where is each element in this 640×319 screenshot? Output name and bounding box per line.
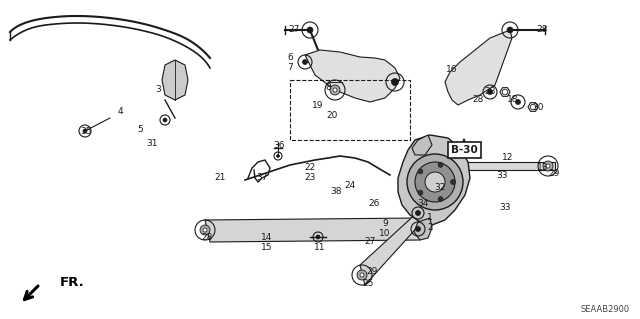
Circle shape — [488, 90, 493, 94]
Text: 25: 25 — [362, 279, 374, 288]
Text: 38: 38 — [330, 187, 342, 196]
Text: 13: 13 — [537, 164, 548, 173]
Circle shape — [307, 27, 313, 33]
Circle shape — [407, 154, 463, 210]
Text: 28: 28 — [536, 26, 548, 34]
Text: 4: 4 — [117, 108, 123, 116]
Text: 18: 18 — [508, 95, 519, 105]
Text: 23: 23 — [304, 174, 316, 182]
Text: 15: 15 — [261, 242, 273, 251]
Circle shape — [451, 164, 456, 168]
Text: 3: 3 — [155, 85, 161, 93]
Text: 29: 29 — [548, 169, 560, 179]
Polygon shape — [528, 103, 538, 111]
Polygon shape — [205, 218, 420, 242]
Circle shape — [276, 154, 280, 158]
Circle shape — [415, 226, 420, 232]
Polygon shape — [412, 135, 432, 155]
Text: B-30: B-30 — [451, 145, 477, 155]
Text: 34: 34 — [417, 199, 429, 209]
Text: 22: 22 — [305, 164, 316, 173]
Circle shape — [438, 162, 443, 167]
Text: 27: 27 — [288, 26, 300, 34]
Bar — [290, 80, 410, 140]
Text: 29: 29 — [366, 268, 378, 277]
Text: 6: 6 — [287, 53, 293, 62]
Text: FR.: FR. — [60, 277, 84, 290]
Polygon shape — [305, 50, 400, 102]
Text: 20: 20 — [326, 110, 338, 120]
Text: SEAAB2900: SEAAB2900 — [580, 306, 630, 315]
Text: 14: 14 — [261, 233, 273, 241]
Text: 33: 33 — [499, 203, 511, 211]
Circle shape — [425, 172, 445, 192]
Polygon shape — [398, 135, 470, 225]
Circle shape — [418, 190, 423, 195]
Text: 24: 24 — [344, 181, 356, 189]
Text: 21: 21 — [214, 174, 226, 182]
Text: 17: 17 — [456, 149, 468, 158]
Text: 8: 8 — [325, 84, 331, 93]
Text: 32: 32 — [435, 183, 445, 192]
Text: 16: 16 — [446, 65, 458, 75]
Text: 35: 35 — [80, 127, 92, 136]
Circle shape — [360, 273, 364, 277]
Text: 28: 28 — [202, 233, 212, 241]
Circle shape — [546, 164, 550, 168]
Circle shape — [316, 235, 320, 239]
Circle shape — [543, 161, 553, 171]
Text: 33: 33 — [496, 172, 508, 181]
Text: 2: 2 — [427, 224, 433, 233]
Circle shape — [415, 211, 420, 216]
Text: 31: 31 — [147, 138, 157, 147]
Text: 1: 1 — [427, 213, 433, 222]
Text: 11: 11 — [314, 242, 326, 251]
Circle shape — [451, 180, 456, 184]
Circle shape — [163, 118, 167, 122]
Text: 37: 37 — [256, 173, 268, 182]
Text: 12: 12 — [502, 152, 514, 161]
Text: 27: 27 — [364, 238, 376, 247]
Text: 26: 26 — [368, 199, 380, 209]
Circle shape — [515, 100, 520, 105]
Text: 30: 30 — [532, 102, 544, 112]
Polygon shape — [500, 88, 510, 96]
Circle shape — [392, 78, 399, 85]
Polygon shape — [445, 30, 512, 105]
Circle shape — [203, 228, 207, 232]
Polygon shape — [450, 162, 555, 170]
Polygon shape — [162, 60, 188, 100]
Text: 28: 28 — [484, 87, 496, 97]
Circle shape — [415, 162, 455, 202]
Circle shape — [330, 85, 340, 95]
Text: 9: 9 — [382, 219, 388, 228]
Polygon shape — [360, 210, 422, 285]
Text: 10: 10 — [380, 229, 391, 239]
Circle shape — [303, 60, 307, 64]
Circle shape — [83, 129, 87, 133]
Circle shape — [507, 27, 513, 33]
Circle shape — [333, 88, 337, 92]
Text: 5: 5 — [137, 125, 143, 135]
Circle shape — [438, 197, 443, 202]
Circle shape — [357, 270, 367, 280]
Text: 7: 7 — [287, 63, 293, 72]
Text: 36: 36 — [273, 140, 285, 150]
Text: 19: 19 — [312, 100, 324, 109]
Text: 28: 28 — [472, 95, 484, 105]
Polygon shape — [414, 218, 432, 240]
Circle shape — [418, 169, 423, 174]
Circle shape — [200, 225, 210, 235]
